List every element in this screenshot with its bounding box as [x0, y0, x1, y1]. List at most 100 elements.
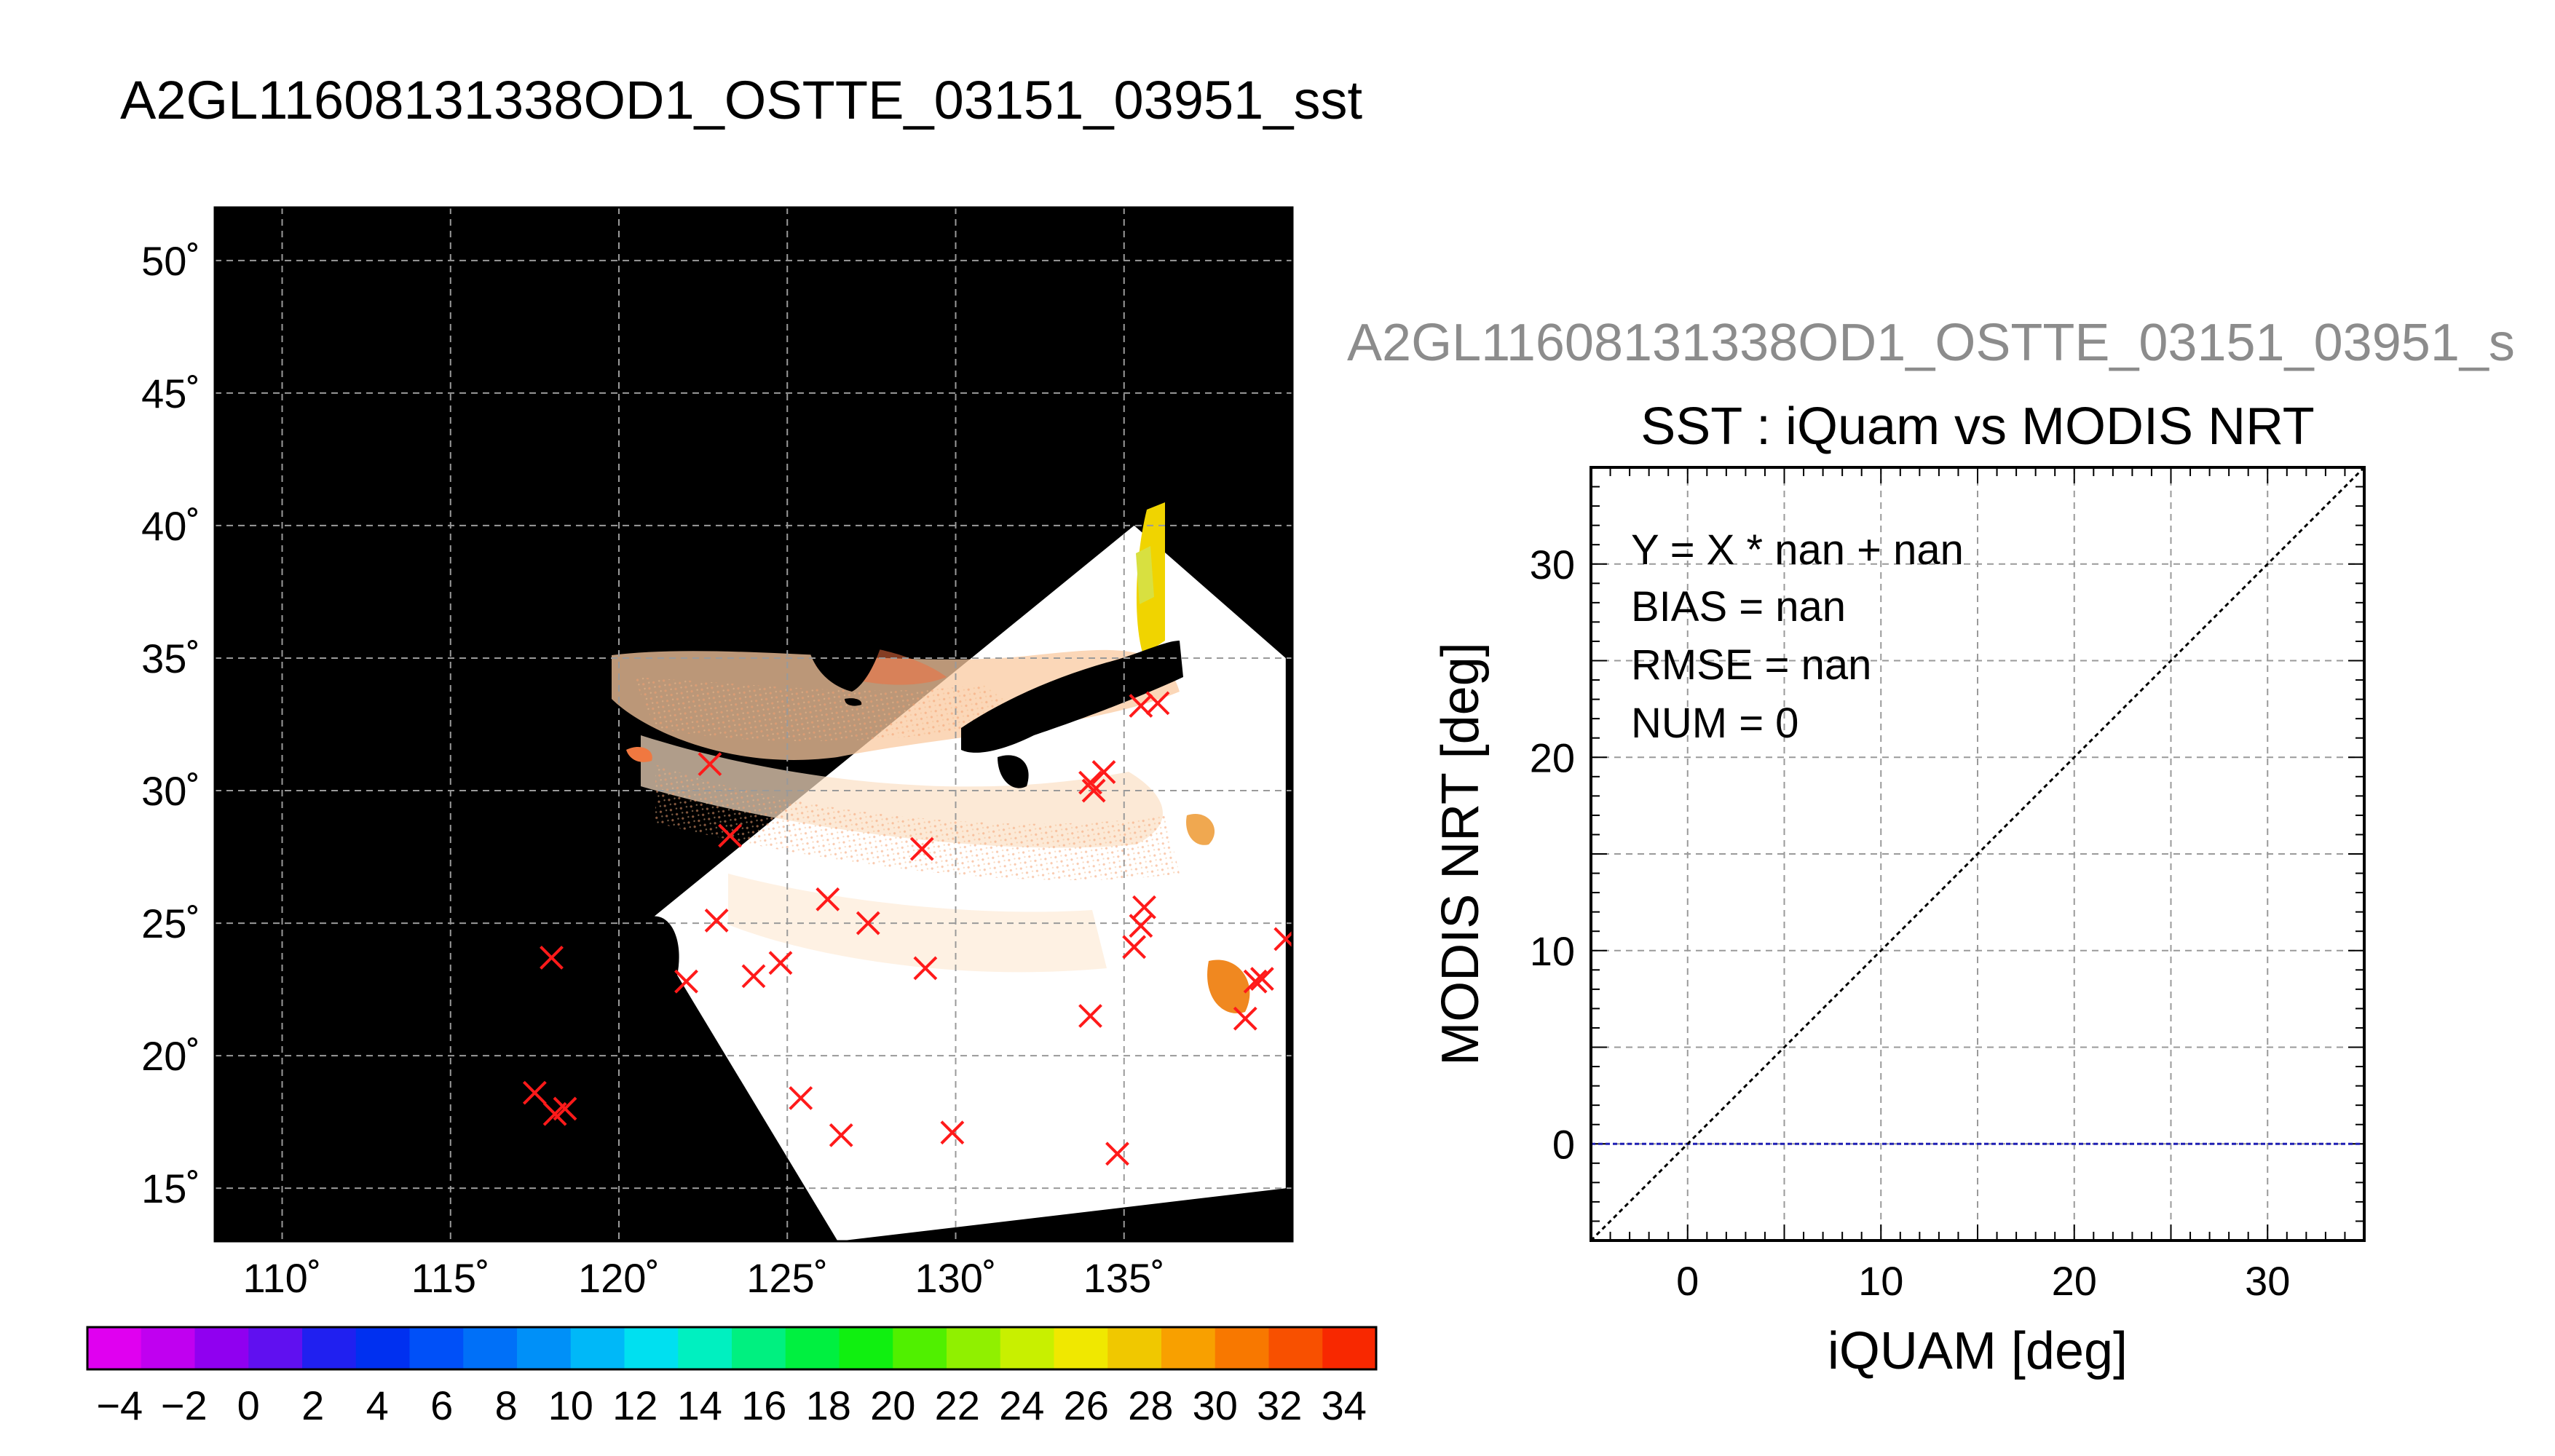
matchup-marker: [1249, 967, 1274, 991]
fit-equation: Y = X * nan + nan: [1631, 526, 1964, 574]
map-frame: [213, 206, 1294, 1243]
matchup-marker: [1122, 935, 1147, 960]
colorbar-cell: [785, 1327, 840, 1369]
matchup-marker: [768, 951, 793, 976]
colorbar-tick-label: 8: [495, 1382, 518, 1428]
colorbar-cell: [355, 1327, 410, 1369]
map-latitude-tick-label: 50˚: [141, 238, 200, 284]
map-longitude-tick-label: 130˚: [915, 1255, 996, 1301]
matchup-marker: [829, 1123, 853, 1147]
colorbar-cell: [409, 1327, 464, 1369]
scatter-x-tick-label: 10: [1858, 1258, 1903, 1304]
colorbar-cell: [1054, 1327, 1108, 1369]
colorbar-tick-label: 22: [935, 1382, 980, 1428]
colorbar-cell: [839, 1327, 893, 1369]
matchup-marker: [1132, 895, 1156, 919]
colorbar-cell: [1215, 1327, 1269, 1369]
matchup-marker: [1081, 778, 1106, 803]
colorbar-tick-label: 32: [1257, 1382, 1302, 1428]
colorbar-cell: [517, 1327, 572, 1369]
matchup-marker: [704, 909, 729, 933]
map-latitude-tick-label: 15˚: [141, 1166, 200, 1211]
colorbar-tick-label: 4: [366, 1382, 389, 1428]
scatter-file-title: A2GL11608131338OD1_OSTTE_03151_03951_s: [1347, 314, 2515, 372]
matchup-marker: [674, 969, 698, 994]
colorbar-cell: [947, 1327, 1001, 1369]
matchup-marker: [540, 945, 564, 970]
matchup-marker: [856, 911, 880, 935]
colorbar-tick-label: 14: [677, 1382, 722, 1428]
map-longitude-tick-label: 115˚: [411, 1255, 490, 1301]
colorbar-frame: [86, 1326, 1378, 1371]
colorbar-tick-labels: −4 −2 0 2 4 6 8 10 12 14 16 18 20 22 24 26 28 30 32 34: [96, 1382, 1367, 1428]
colorbar-cell: [624, 1327, 679, 1369]
bias-text: BIAS = nan: [1631, 583, 1846, 630]
matchup-marker: [1145, 691, 1170, 716]
colorbar-tick-label: 12: [612, 1382, 657, 1428]
colorbar-cell: [570, 1327, 625, 1369]
matchup-marker: [1243, 969, 1268, 994]
matchup-marker: [718, 823, 743, 848]
colorbar-cell: [248, 1327, 303, 1369]
map-latitude-tick-label: 25˚: [141, 901, 200, 946]
matchup-marker: [698, 752, 722, 777]
scatter-y-axis-label: MODIS NRT [deg]: [1431, 642, 1490, 1066]
map-latitude-tick-label: 30˚: [141, 768, 200, 814]
map-longitude-labels: 110˚ 115˚ 120˚ 125˚ 130˚ 135˚: [243, 1255, 1165, 1301]
map-latitude-tick-label: 20˚: [141, 1033, 200, 1079]
colorbar-cell: [893, 1327, 947, 1369]
colorbar-cell: [732, 1327, 786, 1369]
matchup-marker: [913, 956, 938, 981]
scatter-y-tick-labels: 0 10 20 30: [1530, 542, 1575, 1168]
map-longitude-tick-label: 110˚: [243, 1255, 322, 1301]
identity-line: [1590, 466, 2366, 1242]
colorbar-tick-label: 0: [237, 1382, 260, 1428]
scatter-frame: [1590, 466, 2366, 1242]
colorbar-tick-label: 6: [430, 1382, 453, 1428]
scatter-y-tick-label: 10: [1530, 928, 1575, 974]
colorbar-tick-label: 16: [741, 1382, 786, 1428]
colorbar-tick-label: 20: [870, 1382, 915, 1428]
colorbar-tick-label: 26: [1064, 1382, 1109, 1428]
map-longitude-tick-label: 120˚: [578, 1255, 660, 1301]
scatter-x-tick-label: 20: [2052, 1258, 2097, 1304]
matchup-marker: [522, 1080, 547, 1105]
scatter-plot: SST : iQuam vs MODIS NRT 0 10 20 30 0 10 20 30…: [1431, 397, 2366, 1380]
matchup-marker: [816, 887, 840, 911]
scatter-y-tick-label: 20: [1530, 735, 1575, 780]
colorbar: −4 −2 0 2 4 6 8 10 12 14 16 18 20 22 24 26 28 30 32 34: [86, 1326, 1378, 1428]
matchup-marker: [940, 1120, 965, 1145]
map-latitude-tick-label: 35˚: [141, 636, 200, 681]
matchup-marker: [1078, 770, 1102, 795]
count-text: NUM = 0: [1631, 700, 1798, 747]
colorbar-cell: [1000, 1327, 1054, 1369]
matchup-marker: [909, 836, 934, 861]
scatter-y-tick-label: 30: [1530, 542, 1575, 587]
matchup-marker: [1078, 1004, 1102, 1028]
scatter-x-tick-label: 30: [2245, 1258, 2290, 1304]
matchup-markers: [522, 691, 1292, 1166]
colorbar-cell: [194, 1327, 249, 1369]
colorbar-cell: [87, 1327, 142, 1369]
colorbar-tick-label: 2: [301, 1382, 324, 1428]
matchup-marker: [1273, 927, 1292, 951]
matchup-marker: [553, 1096, 577, 1121]
matchup-marker: [1105, 1142, 1129, 1166]
matchup-marker: [741, 964, 766, 989]
colorbar-tick-label: 18: [806, 1382, 851, 1428]
matchup-marker: [1233, 1006, 1257, 1031]
land-masses: [636, 480, 1183, 995]
colorbar-tick-label: 28: [1128, 1382, 1173, 1428]
matchup-marker: [789, 1085, 813, 1110]
colorbar-cell: [678, 1327, 732, 1369]
colorbar-tick-label: 30: [1193, 1382, 1238, 1428]
colorbar-cell: [141, 1327, 195, 1369]
colorbar-tick-label: 24: [999, 1382, 1044, 1428]
colorbar-cells: [87, 1327, 1377, 1369]
scatter-y-tick-label: 0: [1552, 1121, 1575, 1167]
colorbar-tick-label: 34: [1322, 1382, 1367, 1428]
colorbar-cell: [463, 1327, 518, 1369]
map-latitude-tick-label: 45˚: [141, 371, 200, 416]
map-graticule: [215, 207, 1292, 1241]
